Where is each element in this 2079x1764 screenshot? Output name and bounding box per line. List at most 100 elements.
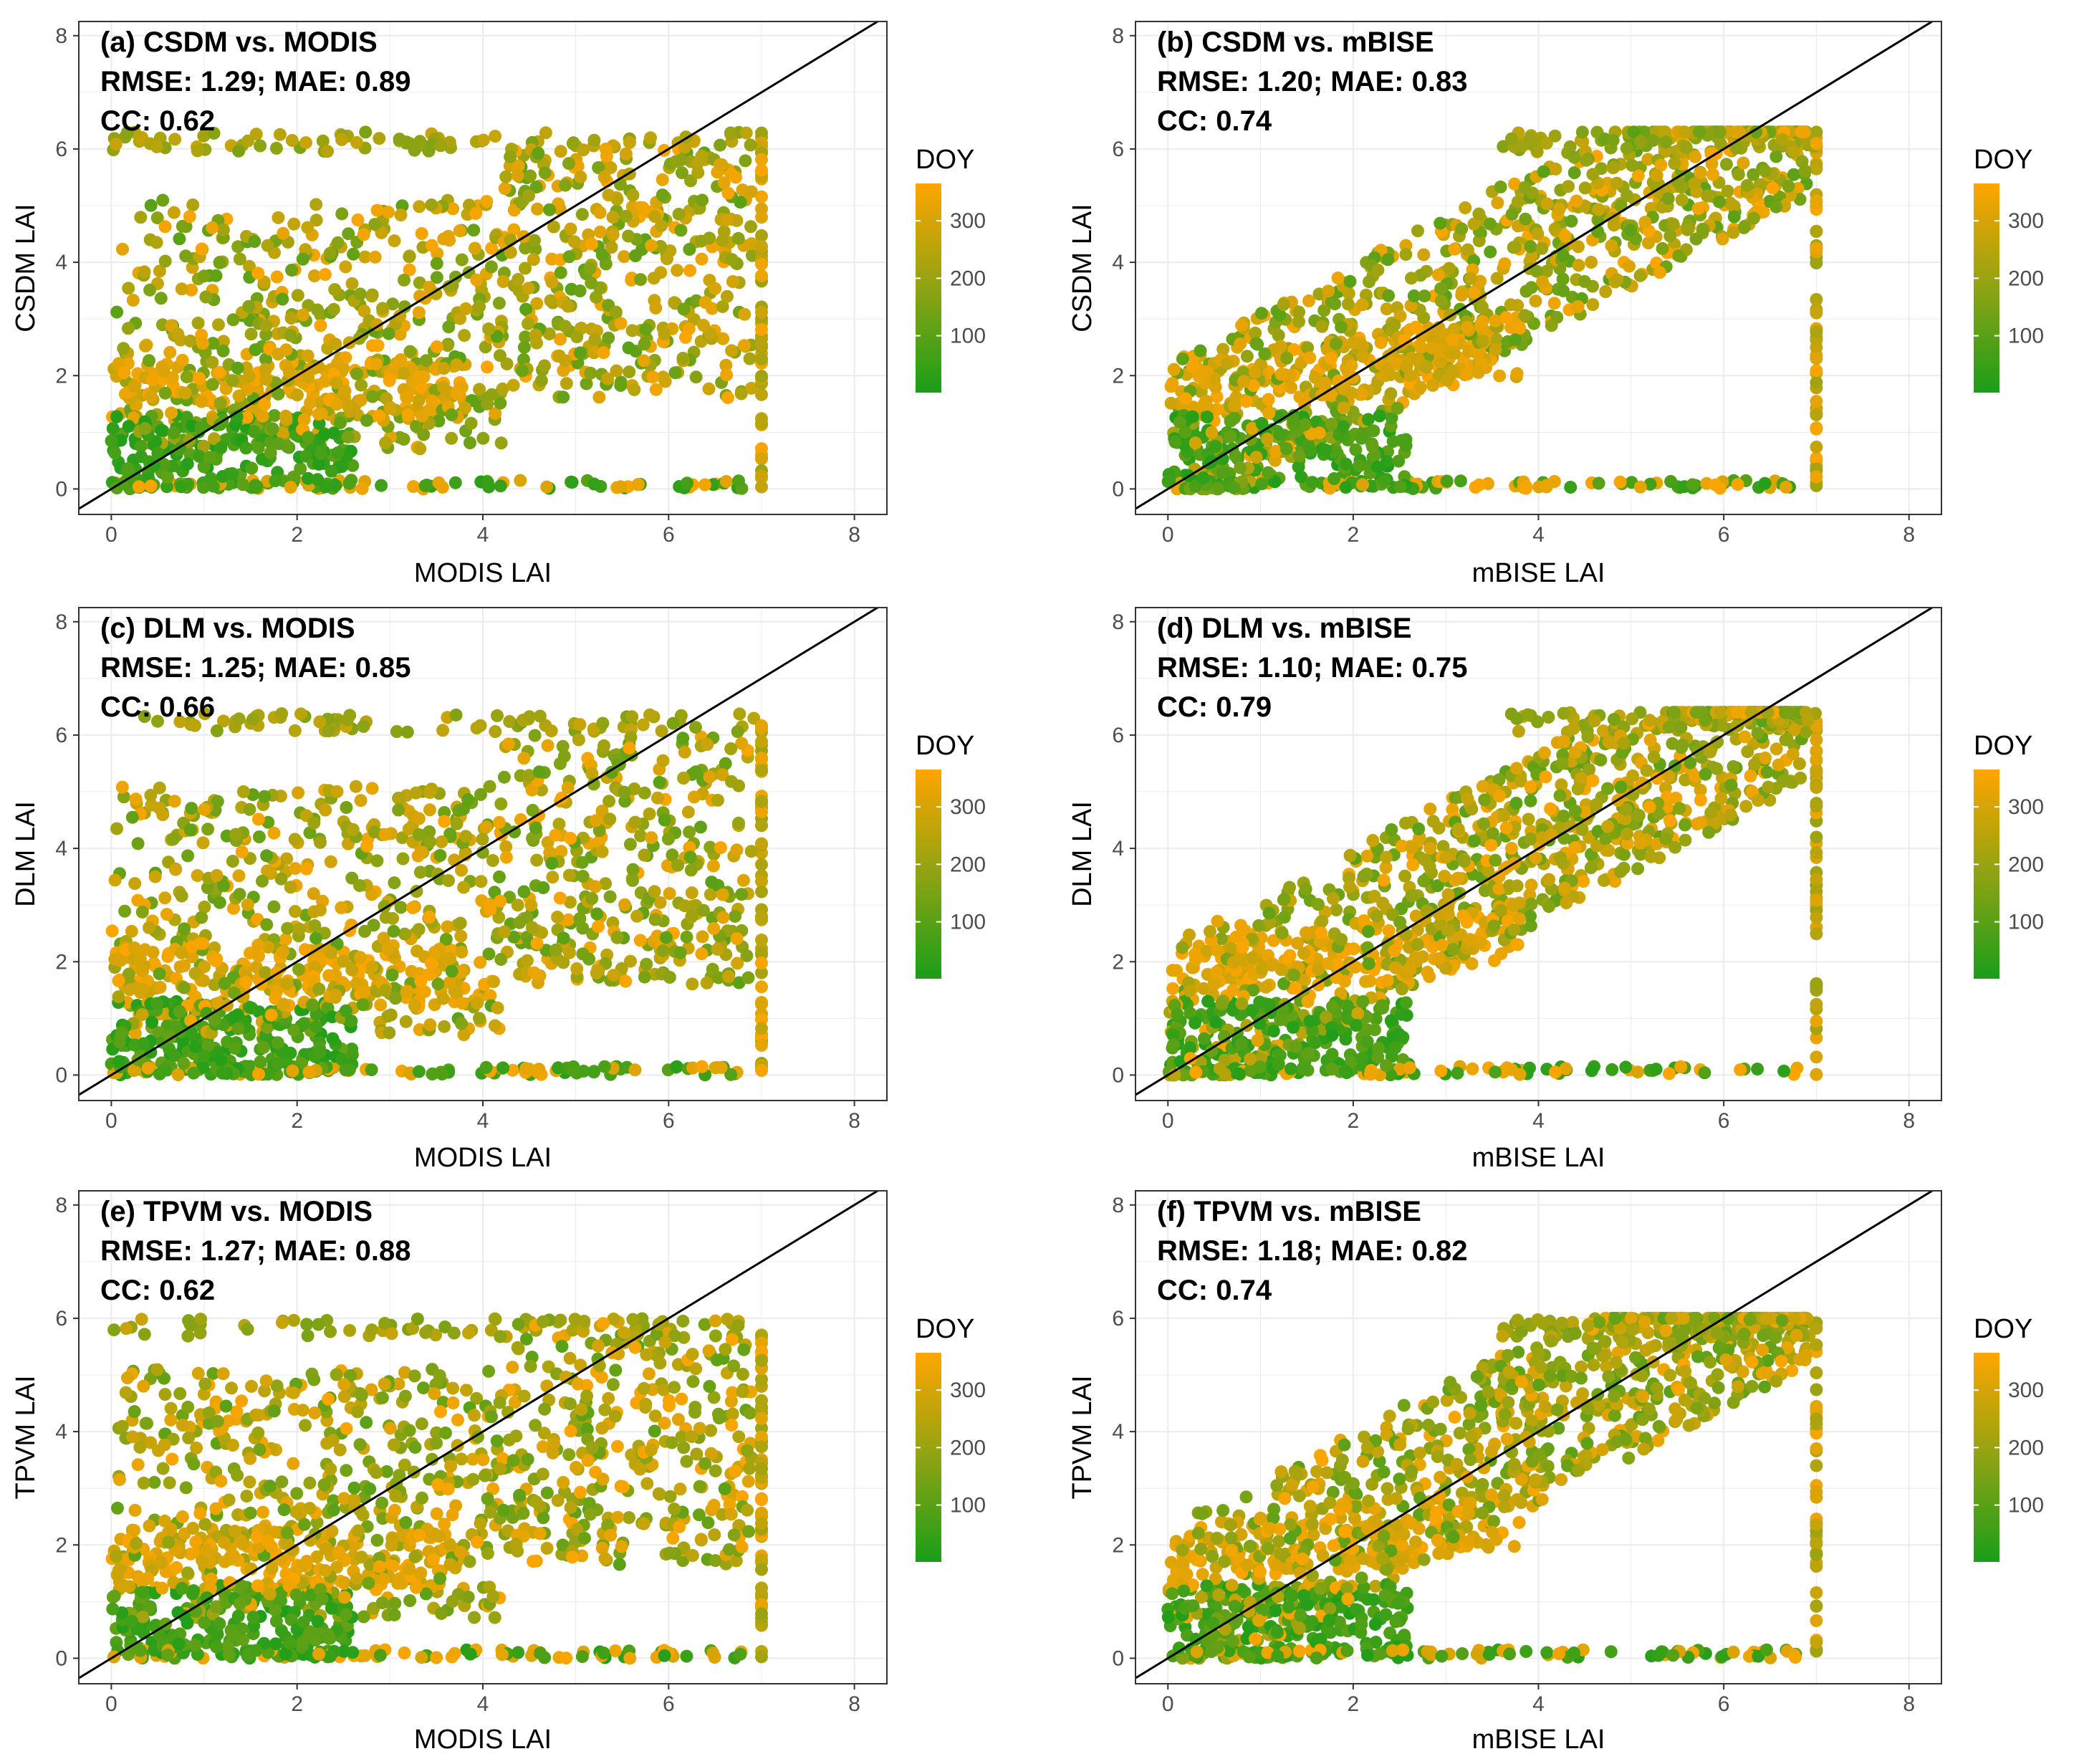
scatter-point bbox=[1330, 337, 1343, 350]
scatter-point bbox=[1194, 345, 1207, 358]
scatter-point bbox=[270, 142, 283, 155]
scatter-point bbox=[271, 271, 284, 284]
scatter-point bbox=[160, 908, 173, 921]
scatter-point bbox=[227, 1011, 240, 1024]
scatter-point bbox=[648, 210, 661, 223]
scatter-point bbox=[675, 153, 688, 166]
scatter-point bbox=[1325, 352, 1338, 365]
scatter-point bbox=[335, 207, 348, 220]
scatter-point bbox=[1747, 212, 1760, 225]
scatter-point bbox=[285, 264, 298, 277]
scatter-point bbox=[365, 1063, 378, 1076]
scatter-point bbox=[416, 845, 428, 858]
scatter-point bbox=[1810, 326, 1823, 339]
scatter-point bbox=[1434, 355, 1447, 368]
scatter-point bbox=[400, 1015, 413, 1028]
scatter-point bbox=[1262, 393, 1275, 406]
scatter-point bbox=[211, 869, 224, 882]
scatter-point bbox=[587, 478, 600, 491]
scatter-point bbox=[1701, 190, 1714, 203]
colorbar-tick-label: 100 bbox=[950, 911, 986, 934]
y-tick-label: 2 bbox=[55, 364, 67, 388]
scatter-point bbox=[1810, 137, 1823, 150]
scatter-point bbox=[519, 262, 532, 275]
scatter-point bbox=[381, 943, 394, 956]
scatter-point bbox=[755, 838, 768, 850]
scatter-point bbox=[676, 352, 689, 365]
scatter-point bbox=[413, 923, 426, 936]
scatter-point bbox=[385, 1009, 398, 1022]
scatter-point bbox=[130, 792, 143, 805]
scatter-point bbox=[489, 130, 501, 143]
scatter-point bbox=[233, 390, 246, 403]
scatter-point bbox=[738, 339, 751, 352]
scatter-point bbox=[476, 833, 489, 845]
scatter-point bbox=[588, 333, 601, 346]
scatter-point bbox=[623, 136, 636, 149]
scatter-point bbox=[1400, 439, 1413, 452]
scatter-point bbox=[545, 724, 558, 737]
scatter-point bbox=[755, 886, 768, 898]
scatter-point bbox=[563, 869, 576, 882]
scatter-point bbox=[704, 770, 716, 783]
scatter-point bbox=[1541, 198, 1554, 211]
scatter-point bbox=[1593, 477, 1605, 490]
scatter-point bbox=[110, 411, 123, 423]
scatter-point bbox=[538, 360, 551, 373]
scatter-point bbox=[423, 911, 436, 924]
scatter-point bbox=[1524, 133, 1537, 145]
scatter-point bbox=[658, 814, 671, 827]
scatter-point bbox=[1626, 159, 1638, 172]
scatter-point bbox=[380, 911, 393, 924]
scatter-point bbox=[1342, 297, 1355, 310]
scatter-point bbox=[417, 428, 430, 441]
scatter-point bbox=[260, 919, 273, 931]
scatter-point bbox=[297, 1017, 310, 1030]
scatter-point bbox=[233, 869, 246, 882]
scatter-point bbox=[117, 366, 130, 379]
colorbar-tick-label: 300 bbox=[2008, 209, 2044, 233]
scatter-point bbox=[597, 739, 610, 752]
scatter-point bbox=[716, 911, 729, 924]
scatter-point bbox=[112, 990, 125, 1003]
scatter-point bbox=[707, 860, 720, 873]
scatter-point bbox=[1274, 340, 1287, 353]
scatter-point bbox=[718, 176, 731, 189]
scatter-point bbox=[1388, 318, 1401, 331]
scatter-point bbox=[1404, 369, 1417, 382]
scatter-point bbox=[629, 249, 642, 262]
scatter-point bbox=[112, 974, 125, 987]
scatter-point bbox=[1570, 195, 1583, 208]
scatter-point bbox=[252, 949, 265, 962]
scatter-point bbox=[276, 946, 289, 959]
scatter-point bbox=[258, 398, 271, 411]
scatter-point bbox=[1340, 481, 1353, 494]
scatter-point bbox=[729, 910, 741, 923]
scatter-point bbox=[340, 1005, 352, 1017]
scatter-point bbox=[309, 198, 322, 211]
scatter-point bbox=[720, 214, 733, 226]
scatter-point bbox=[475, 875, 488, 888]
scatter-point bbox=[299, 136, 312, 149]
scatter-point bbox=[342, 227, 355, 240]
scatter-point bbox=[373, 409, 385, 422]
scatter-point bbox=[629, 816, 642, 829]
scatter-point bbox=[1810, 364, 1823, 377]
scatter-point bbox=[449, 476, 462, 489]
scatter-point bbox=[1737, 157, 1749, 170]
scatter-point bbox=[435, 835, 448, 848]
scatter-point bbox=[607, 969, 620, 982]
legend-title: DOY bbox=[1974, 145, 2032, 175]
scatter-point bbox=[307, 887, 320, 900]
scatter-point bbox=[459, 830, 472, 843]
scatter-point bbox=[181, 370, 193, 383]
scatter-point bbox=[229, 1042, 241, 1055]
scatter-point bbox=[1168, 363, 1181, 376]
scatter-point bbox=[153, 967, 166, 980]
scatter-point bbox=[716, 234, 729, 247]
scatter-point bbox=[267, 901, 280, 914]
scatter-point bbox=[359, 125, 372, 138]
scatter-point bbox=[132, 837, 145, 850]
scatter-point bbox=[1557, 273, 1570, 286]
scatter-point bbox=[1262, 466, 1274, 479]
